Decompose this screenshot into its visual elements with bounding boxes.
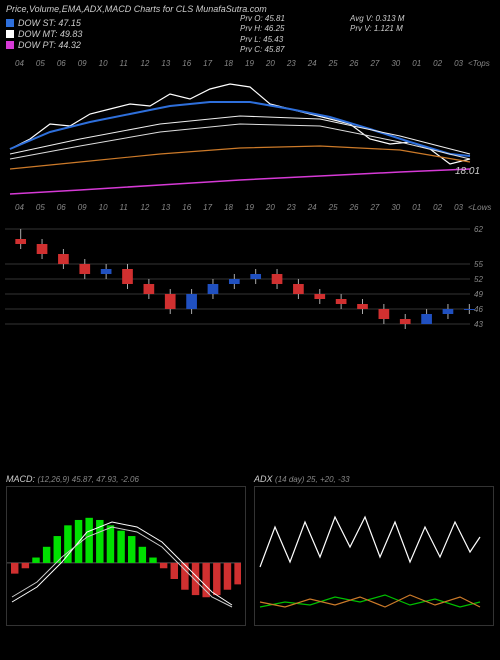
svg-text:43: 43	[474, 320, 483, 329]
svg-text:23: 23	[286, 59, 296, 68]
svg-text:06: 06	[57, 59, 66, 68]
svg-text:03: 03	[454, 59, 463, 68]
macd-panel	[6, 486, 246, 626]
svg-text:12: 12	[140, 203, 149, 212]
adx-title: ADX (14 day) 25, +20, -33	[254, 474, 494, 484]
svg-text:46: 46	[474, 305, 483, 314]
svg-text:13: 13	[161, 59, 170, 68]
svg-text:02: 02	[433, 203, 442, 212]
svg-text:17: 17	[203, 59, 212, 68]
svg-text:25: 25	[328, 59, 338, 68]
svg-text:20: 20	[265, 59, 275, 68]
svg-text:04: 04	[15, 59, 24, 68]
svg-text:19: 19	[245, 203, 254, 212]
svg-text:20: 20	[265, 203, 275, 212]
svg-text:30: 30	[391, 59, 400, 68]
svg-text:17: 17	[203, 203, 212, 212]
svg-text:05: 05	[36, 203, 45, 212]
svg-text:<Tops: <Tops	[468, 59, 490, 68]
svg-text:25: 25	[328, 203, 338, 212]
svg-text:24: 24	[307, 59, 317, 68]
svg-text:05: 05	[36, 59, 45, 68]
svg-text:24: 24	[307, 203, 317, 212]
svg-text:27: 27	[369, 203, 379, 212]
svg-text:26: 26	[349, 59, 359, 68]
svg-text:52: 52	[474, 275, 483, 284]
volume-info: Avg V: 0.313 MPrv V: 1.121 M	[350, 14, 404, 35]
svg-text:26: 26	[349, 203, 359, 212]
svg-text:03: 03	[454, 203, 463, 212]
svg-text:09: 09	[78, 203, 87, 212]
svg-text:<Lows: <Lows	[468, 203, 491, 212]
svg-text:19: 19	[245, 59, 254, 68]
svg-text:04: 04	[15, 203, 24, 212]
svg-text:11: 11	[120, 59, 128, 68]
svg-text:09: 09	[78, 59, 87, 68]
svg-text:06: 06	[57, 203, 66, 212]
svg-text:55: 55	[474, 260, 483, 269]
svg-text:18.01: 18.01	[455, 166, 480, 177]
svg-text:10: 10	[99, 59, 108, 68]
svg-text:18: 18	[224, 59, 233, 68]
price-ema-panel: 04 05 06 09 10 11 12 13 16 17 18 19 20 23 24 25 26 27 30 01…	[0, 54, 500, 214]
svg-text:62: 62	[474, 225, 483, 234]
svg-text:01: 01	[412, 203, 421, 212]
svg-text:12: 12	[140, 59, 149, 68]
macd-title: MACD: (12,26,9) 45.87, 47.93, -2.06	[6, 474, 246, 484]
svg-text:16: 16	[182, 59, 191, 68]
svg-text:27: 27	[369, 59, 379, 68]
svg-text:49: 49	[474, 290, 483, 299]
svg-text:16: 16	[182, 203, 191, 212]
svg-text:23: 23	[286, 203, 296, 212]
svg-text:18: 18	[224, 203, 233, 212]
spacer	[0, 344, 500, 474]
svg-text:01: 01	[412, 59, 421, 68]
candlestick-panel: 62 55 52 49 46 43	[0, 214, 500, 344]
svg-text:11: 11	[120, 203, 128, 212]
svg-text:10: 10	[99, 203, 108, 212]
prev-ohlc: Prv O: 45.81Prv H: 46.25Prv L: 45.43Prv …	[240, 14, 285, 56]
svg-text:02: 02	[433, 59, 442, 68]
svg-text:30: 30	[391, 203, 400, 212]
svg-text:13: 13	[161, 203, 170, 212]
adx-panel	[254, 486, 494, 626]
